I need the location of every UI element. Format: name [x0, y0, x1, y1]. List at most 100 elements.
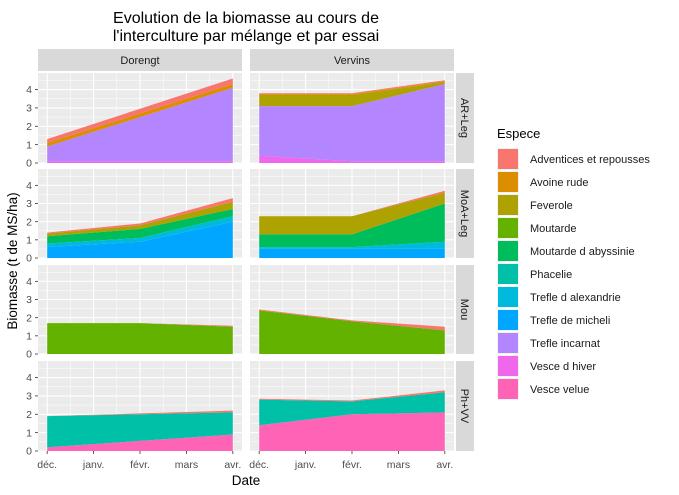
y-tick-label: 4	[26, 180, 32, 192]
panel-Ph+VV-Dorengt	[47, 410, 233, 451]
legend-item-label: Moutarde d abyssinie	[530, 246, 635, 258]
y-tick-label: 1	[26, 331, 32, 343]
x-tick-label: mars	[175, 459, 198, 471]
panel-Mou-Dorengt	[47, 323, 233, 354]
facet-strip-label: Vervins	[334, 55, 371, 67]
area-vesce-velue	[47, 434, 233, 451]
legend-item-label: Vesce d hiver	[530, 361, 596, 373]
panel-AR+Leg-Vervins	[259, 80, 445, 163]
x-tick-label: janv.	[82, 459, 104, 471]
y-tick-label: 2	[26, 216, 32, 228]
legend-key-swatch	[498, 241, 518, 261]
legend-key-swatch	[498, 310, 518, 330]
legend: Espece Adventices et repousses Avoine rude…	[497, 126, 650, 400]
y-tick-label: 0	[26, 446, 32, 458]
area-vesce-velue	[259, 412, 445, 451]
panel-Mou-Vervins	[259, 309, 445, 354]
chart-title-line: l'interculture par mélange et par essai	[113, 28, 379, 45]
facet-row-strip	[456, 73, 474, 163]
area-adventices-et-repousses	[47, 323, 233, 327]
y-tick-label: 3	[26, 294, 32, 306]
facet-row-label: Mou	[458, 299, 470, 320]
legend-key-swatch	[498, 333, 518, 353]
x-tick-label: avr.	[224, 459, 241, 471]
y-tick-label: 1	[26, 235, 32, 247]
legend-title: Espece	[497, 126, 540, 141]
legend-key-swatch	[498, 195, 518, 215]
facet-strip-dorengt	[38, 49, 242, 71]
area-moutarde	[259, 310, 445, 354]
panel-AR+Leg-Dorengt	[47, 78, 233, 163]
area-moutarde-d-abyssinie	[259, 203, 445, 248]
area-adventices-et-repousses	[47, 410, 233, 417]
legend-item-label: Trefle de micheli	[530, 315, 610, 327]
area-moutarde	[47, 323, 233, 354]
facet-strip-label: Dorengt	[120, 55, 159, 67]
area-feverole	[259, 82, 445, 107]
y-tick-label: 0	[26, 253, 32, 265]
y-tick-label: 4	[26, 372, 32, 384]
legend-key-swatch	[498, 172, 518, 192]
legend-item-label: Avoine rude	[530, 177, 589, 189]
panel-MoA+Leg-Vervins	[259, 190, 445, 258]
area-trefle-d-alexandrie	[47, 216, 233, 248]
y-tick-label: 4	[26, 84, 32, 96]
area-trefle-de-micheli	[47, 221, 233, 258]
y-tick-label: 2	[26, 312, 32, 324]
legend-key-swatch	[498, 356, 518, 376]
facet-row-label: Ph+VV	[458, 389, 470, 424]
y-axis-title: Biomasse (t de MS/ha)	[5, 192, 20, 329]
area-phacelie	[259, 392, 445, 426]
y-tick-label: 2	[26, 121, 32, 133]
area-trefle-de-micheli	[259, 248, 445, 258]
y-tick-label: 0	[26, 158, 32, 170]
x-tick-label: mars	[387, 459, 410, 471]
x-tick-label: avr.	[436, 459, 453, 471]
area-vesce-d-hiver	[47, 161, 233, 163]
x-tick-label: janv.	[294, 459, 316, 471]
legend-item-label: Trefle d alexandrie	[530, 292, 621, 304]
area-phacelie	[47, 412, 233, 448]
legend-key-swatch	[498, 379, 518, 399]
x-axis-title: Date	[232, 473, 261, 488]
y-tick-label: 1	[26, 427, 32, 439]
legend-key-swatch	[498, 287, 518, 307]
panel-Ph+VV-Vervins	[259, 390, 445, 451]
chart-title-line: Evolution de la biomasse au cours de	[113, 10, 379, 27]
facet-row-label: MoA+Leg	[458, 190, 470, 237]
facet-row-strip	[456, 169, 474, 258]
legend-item-label: Feverole	[530, 200, 573, 212]
area-trefle-incarnat	[47, 87, 233, 162]
legend-key-swatch	[498, 264, 518, 284]
panel-MoA+Leg-Dorengt	[47, 198, 233, 258]
facet-row-strip	[456, 361, 474, 451]
legend-key-swatch	[498, 149, 518, 169]
y-tick-label: 3	[26, 103, 32, 115]
legend-item-label: Phacelie	[530, 269, 572, 281]
area-adventices-et-repousses	[259, 309, 445, 331]
legend-item-label: Trefle incarnat	[530, 338, 600, 350]
area-feverole	[259, 192, 445, 235]
legend-item-label: Vesce velue	[530, 384, 589, 396]
legend-item-label: Adventices et repousses	[530, 154, 650, 166]
area-avoine-rude	[47, 84, 233, 147]
legend-key-swatch	[498, 218, 518, 238]
legend-item-label: Moutarde	[530, 223, 576, 235]
x-tick-label: déc.	[37, 459, 57, 471]
chart-title: Evolution de la biomasse au cours del'in…	[113, 10, 379, 45]
y-tick-label: 4	[26, 276, 32, 288]
facet-strip-vervins	[250, 49, 454, 71]
area-moutarde-d-abyssinie	[47, 209, 233, 244]
x-tick-label: déc.	[249, 459, 269, 471]
y-tick-label: 3	[26, 391, 32, 403]
area-trefle-incarnat	[259, 84, 445, 162]
y-tick-label: 0	[26, 349, 32, 361]
x-tick-label: févr.	[342, 459, 362, 471]
area-feverole	[47, 201, 233, 237]
facet-row-strip	[456, 265, 474, 354]
area-adventices-et-repousses	[47, 78, 233, 143]
facet-row-label: AR+Leg	[458, 98, 470, 138]
area-trefle-d-alexandrie	[259, 241, 445, 249]
area-vesce-d-hiver	[259, 155, 445, 163]
